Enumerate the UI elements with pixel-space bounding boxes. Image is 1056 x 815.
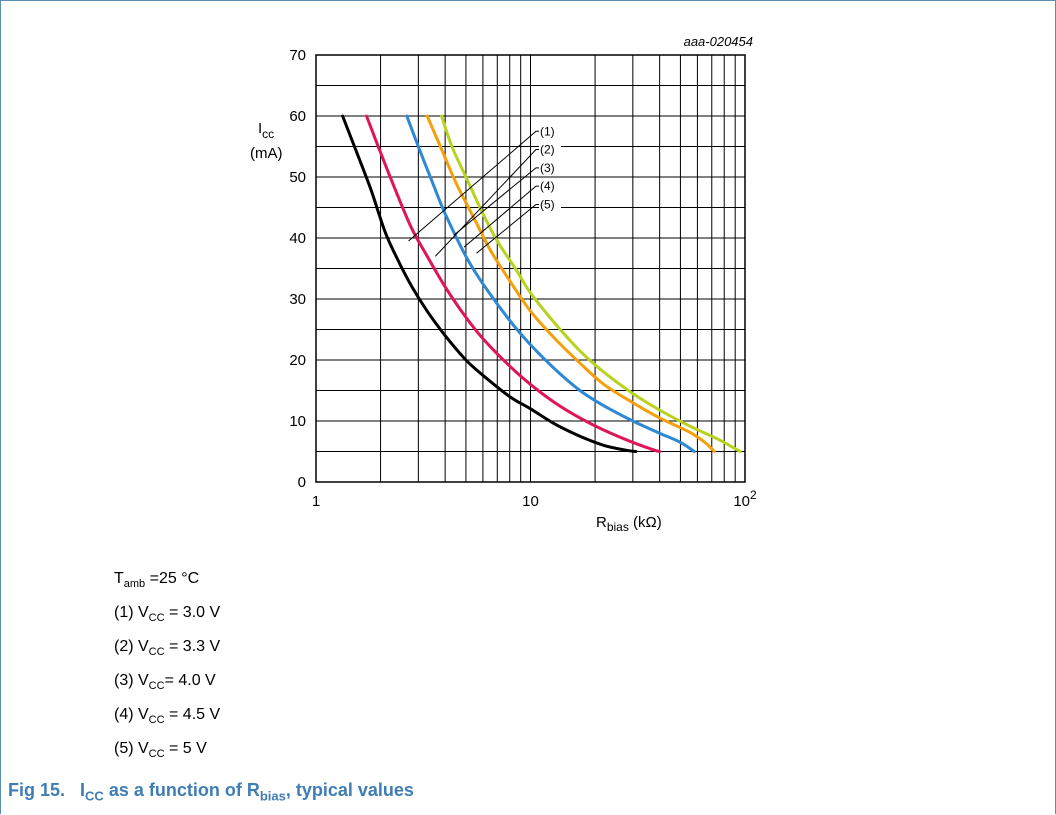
legend-entry-3: (3) VCC= 4.0 V	[114, 672, 216, 693]
series-line-3	[405, 114, 696, 453]
figure-caption: Fig 15. ICC as a function of Rbias, typi…	[8, 780, 414, 804]
callout-leader-2	[434, 149, 540, 257]
x-tick-label: 10	[522, 493, 539, 510]
callout-leader-4	[463, 185, 540, 248]
x-tick-label: 1	[312, 493, 320, 510]
y-tick-label: 0	[298, 474, 306, 491]
series-line-2	[365, 114, 662, 453]
x-tick-label: 102	[733, 488, 757, 510]
legend-entry-1: (1) VCC = 3.0 V	[114, 604, 221, 625]
callout-label-1: (1)	[540, 124, 555, 138]
chart: 0 10 20 30 40 50 60 70 1 10 102 Icc (mA) Rbias (kΩ) aa…	[250, 34, 757, 534]
y-tick-label: 10	[289, 413, 306, 430]
y-axis-label: Icc	[258, 120, 274, 141]
conditions-legend: Tamb =25 °C (1) VCC = 3.0 V (2) VCC = 3.…	[114, 566, 220, 770]
legend-entry-5: (5) VCC = 5 V	[114, 740, 207, 761]
legend-entry-2: (2) VCC = 3.3 V	[114, 638, 221, 659]
y-tick-label: 60	[289, 108, 306, 125]
y-tick-label: 20	[289, 352, 306, 369]
callout-leader-1	[408, 130, 540, 242]
callout-label-4: (4)	[540, 179, 555, 193]
callout-label-bg	[539, 196, 561, 210]
y-tick-label: 30	[289, 291, 306, 308]
x-axis-label: Rbias (kΩ)	[596, 514, 662, 534]
callout-label-bg	[539, 123, 561, 137]
series-line-1	[341, 114, 638, 453]
legend-entry-4: (4) VCC = 4.5 V	[114, 706, 221, 727]
callout-leader-5	[476, 203, 540, 254]
callout-label-5: (5)	[540, 197, 555, 211]
callout-label-2: (2)	[540, 143, 555, 157]
legend-condition: Tamb =25 °C	[114, 570, 200, 591]
y-axis-unit: (mA)	[250, 145, 283, 162]
y-tick-label: 40	[289, 230, 306, 247]
callout-leader-3	[453, 167, 540, 236]
callout-label-bg	[539, 178, 561, 192]
plot-frame	[315, 54, 746, 483]
figure-code: aaa-020454	[684, 34, 753, 49]
callout-label-bg	[539, 141, 561, 155]
y-tick-label: 50	[289, 169, 306, 186]
callout-label-bg	[539, 159, 561, 173]
series-line-4	[425, 114, 716, 453]
callout-label-3: (3)	[540, 161, 555, 175]
y-tick-label: 70	[289, 47, 306, 64]
